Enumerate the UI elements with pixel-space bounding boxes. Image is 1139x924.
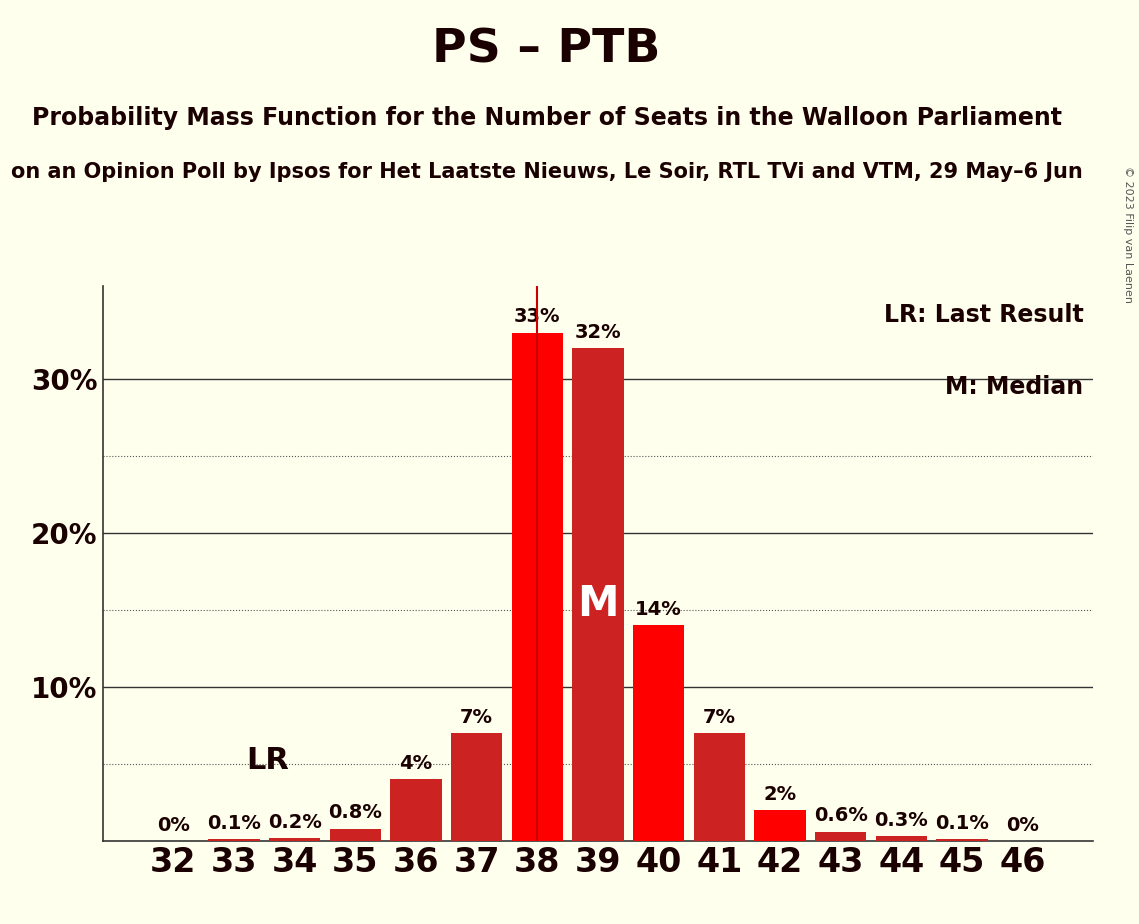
Text: 32%: 32% bbox=[575, 322, 621, 342]
Text: 0.2%: 0.2% bbox=[268, 812, 321, 832]
Text: © 2023 Filip van Laenen: © 2023 Filip van Laenen bbox=[1123, 166, 1133, 303]
Bar bbox=[451, 733, 502, 841]
Bar bbox=[814, 832, 867, 841]
Text: M: Median: M: Median bbox=[945, 375, 1083, 399]
Text: on an Opinion Poll by Ipsos for Het Laatste Nieuws, Le Soir, RTL TVi and VTM, 29: on an Opinion Poll by Ipsos for Het Laat… bbox=[11, 162, 1082, 182]
Bar bbox=[572, 348, 624, 841]
Text: 7%: 7% bbox=[703, 708, 736, 727]
Text: 7%: 7% bbox=[460, 708, 493, 727]
Text: 0.3%: 0.3% bbox=[875, 811, 928, 830]
Bar bbox=[269, 838, 320, 841]
Text: Probability Mass Function for the Number of Seats in the Walloon Parliament: Probability Mass Function for the Number… bbox=[32, 106, 1062, 130]
Text: LR: Last Result: LR: Last Result bbox=[884, 303, 1083, 327]
Bar bbox=[936, 839, 988, 841]
Text: 14%: 14% bbox=[636, 600, 682, 619]
Bar bbox=[754, 810, 805, 841]
Bar bbox=[633, 626, 685, 841]
Bar bbox=[329, 829, 382, 841]
Bar bbox=[391, 779, 442, 841]
Text: 2%: 2% bbox=[763, 784, 796, 804]
Bar bbox=[208, 839, 260, 841]
Text: 4%: 4% bbox=[400, 754, 433, 773]
Text: 0.6%: 0.6% bbox=[813, 807, 868, 825]
Text: PS – PTB: PS – PTB bbox=[433, 28, 661, 73]
Text: 0.1%: 0.1% bbox=[935, 814, 989, 833]
Text: 0.8%: 0.8% bbox=[328, 803, 383, 822]
Text: LR: LR bbox=[246, 747, 289, 775]
Text: M: M bbox=[577, 583, 618, 626]
Text: 0.1%: 0.1% bbox=[207, 814, 261, 833]
Bar bbox=[694, 733, 745, 841]
Text: 0%: 0% bbox=[1006, 816, 1039, 834]
Bar bbox=[511, 333, 563, 841]
Bar bbox=[876, 836, 927, 841]
Text: 0%: 0% bbox=[157, 816, 190, 834]
Text: 33%: 33% bbox=[514, 308, 560, 326]
